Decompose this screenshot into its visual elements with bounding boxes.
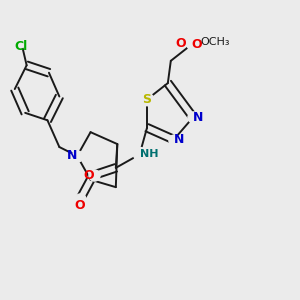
Text: N: N <box>193 111 203 124</box>
Text: Cl: Cl <box>14 40 27 53</box>
Text: N: N <box>174 133 184 146</box>
Text: O: O <box>192 38 202 51</box>
Text: O: O <box>83 169 94 182</box>
Text: S: S <box>142 93 152 106</box>
Text: O: O <box>75 199 86 212</box>
Text: OCH₃: OCH₃ <box>200 38 230 47</box>
Text: NH: NH <box>140 149 158 160</box>
Text: N: N <box>67 149 77 162</box>
Text: O: O <box>175 37 186 50</box>
